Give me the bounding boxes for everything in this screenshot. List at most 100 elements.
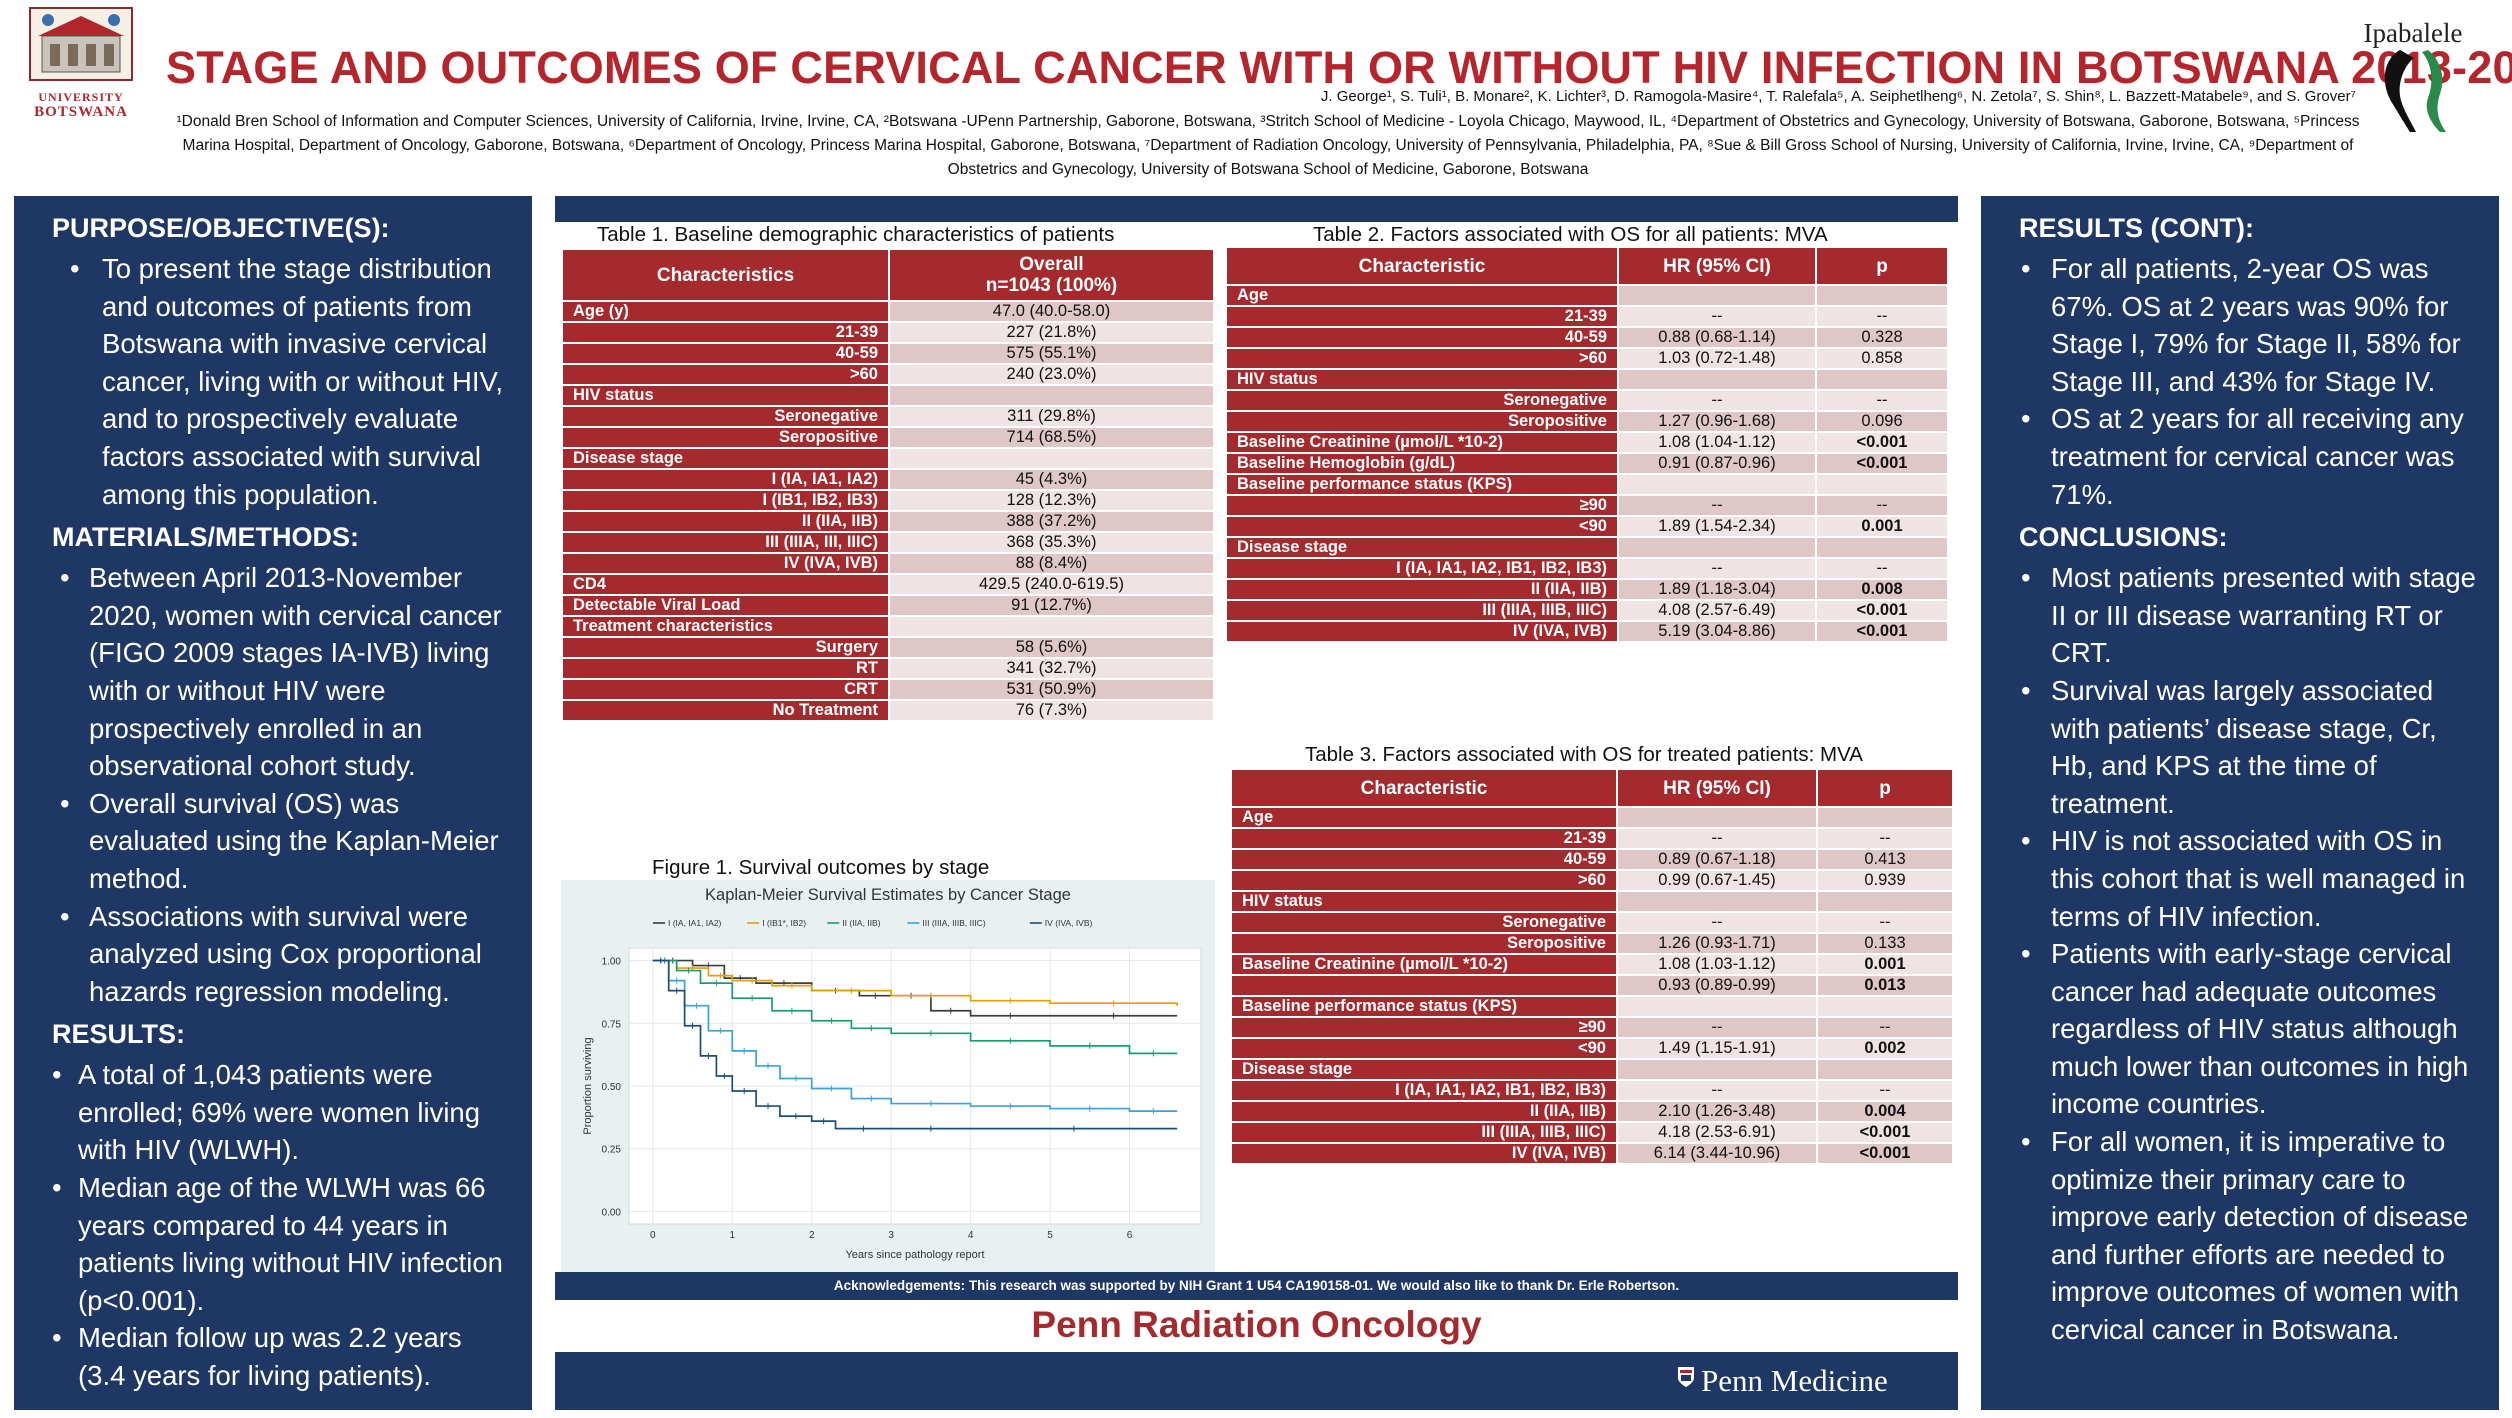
overall-value-cell: 128 (12.3%) (888, 490, 1215, 512)
table3-header-p: p (1816, 768, 1954, 808)
conclusions-list: Most patients presented with stage II or… (2001, 559, 2479, 1348)
row-label: Seropositive (1225, 411, 1619, 433)
table2-header-hr: HR (95% CI) (1617, 246, 1817, 286)
table-row: I (IA, IA1, IA2, IB1, IB2, IB3) -- -- (1230, 1080, 1954, 1102)
x-tick-label: 6 (1127, 1230, 1133, 1241)
table-row: IV (IVA, IVB) 6.14 (3.44-10.96) <0.001 (1230, 1143, 1954, 1165)
table-row: Age (y) 47.0 (40.0-58.0) (561, 301, 1215, 323)
university-name-line1: UNIVERSITY (38, 90, 124, 104)
hazard-ratio-cell: 0.88 (0.68-1.14) (1617, 327, 1817, 349)
row-label: 40-59 (1230, 849, 1618, 871)
overall-value-cell: 311 (29.8%) (888, 406, 1215, 428)
author-list: J. George¹, S. Tuli¹, B. Monare², K. Lic… (1320, 88, 2356, 105)
university-crest-icon (29, 7, 133, 81)
overall-value-cell: 341 (32.7%) (888, 658, 1215, 680)
university-of-botswana-logo: UNIVERSITY BOTSWANA (22, 6, 140, 124)
row-label: Seronegative (1225, 390, 1619, 412)
row-label (1230, 975, 1618, 997)
overall-value-cell: 91 (12.7%) (888, 595, 1215, 617)
conclusions-item: For all women, it is imperative to optim… (2001, 1123, 2479, 1349)
row-label: <90 (1225, 516, 1619, 538)
x-axis-label: Years since pathology report (845, 1249, 984, 1261)
p-value-cell: <0.001 (1815, 621, 1949, 643)
p-value-cell: 0.858 (1815, 348, 1949, 370)
overall-value-cell: 575 (55.1%) (888, 343, 1215, 365)
table2-os-all-patients: Characteristic HR (95% CI) p Age 21-39 -- -… (1225, 246, 1949, 643)
x-tick-label: 1 (729, 1230, 735, 1241)
p-value-cell: 0.001 (1816, 954, 1954, 976)
hazard-ratio-cell: 1.89 (1.54-2.34) (1617, 516, 1817, 538)
hazard-ratio-cell: 1.08 (1.03-1.12) (1616, 954, 1818, 976)
row-label: ≥90 (1225, 495, 1619, 517)
row-label: 40-59 (1225, 327, 1619, 349)
penn-radiation-oncology-text: Penn Radiation Oncology (1031, 1304, 1482, 1345)
ipabalele-logo-text: Ipabalele (2363, 18, 2463, 48)
row-label: II (IIA, IIB) (1225, 579, 1619, 601)
p-value-cell: 0.001 (1815, 516, 1949, 538)
row-label: >60 (1225, 348, 1619, 370)
hazard-ratio-cell: 2.10 (1.26-3.48) (1616, 1101, 1818, 1123)
row-label: 40-59 (561, 343, 890, 365)
table-row: 40-59 0.89 (0.67-1.18) 0.413 (1230, 849, 1954, 871)
hazard-ratio-cell: 0.89 (0.67-1.18) (1616, 849, 1818, 871)
table-row: Seronegative -- -- (1225, 390, 1949, 412)
row-label: Baseline Creatinine (µmol/L *10-2) (1225, 432, 1619, 454)
table-row: ≥90 -- -- (1230, 1017, 1954, 1039)
table-row: CRT 531 (50.9%) (561, 679, 1215, 701)
results-list: A total of 1,043 patients were enrolled;… (34, 1056, 512, 1394)
row-label: I (IA, IA1, IA2, IB1, IB2, IB3) (1230, 1080, 1618, 1102)
hazard-ratio-cell (1617, 285, 1817, 307)
hazard-ratio-cell: -- (1617, 558, 1817, 580)
table-row: Baseline Creatinine (µmol/L *10-2) 1.08 (… (1225, 432, 1949, 454)
conclusions-item: Most patients presented with stage II or… (2001, 559, 2479, 672)
left-panel: PURPOSE/OBJECTIVE(S): To present the sta… (14, 196, 532, 1410)
p-value-cell: -- (1815, 558, 1949, 580)
hazard-ratio-cell: 0.99 (0.67-1.45) (1616, 870, 1818, 892)
table1-header-overall-line1: Overall (1019, 254, 1084, 275)
table-row: Seronegative 311 (29.8%) (561, 406, 1215, 428)
hazard-ratio-cell (1616, 1059, 1818, 1081)
y-tick-label: 0.50 (602, 1082, 622, 1093)
p-value-cell: -- (1815, 495, 1949, 517)
p-value-cell (1816, 996, 1954, 1018)
row-label: No Treatment (561, 700, 890, 722)
row-label: Baseline performance status (KPS) (1225, 474, 1619, 496)
table-row: Seropositive 714 (68.5%) (561, 427, 1215, 449)
p-value-cell: -- (1816, 828, 1954, 850)
table-row: Disease stage (1230, 1059, 1954, 1081)
legend-label: I (IB1*, IB2) (762, 918, 806, 928)
row-label: Treatment characteristics (561, 616, 890, 638)
row-label: <90 (1230, 1038, 1618, 1060)
table-row: Seronegative -- -- (1230, 912, 1954, 934)
table-row: Age (1230, 807, 1954, 829)
table-row: >60 0.99 (0.67-1.45) 0.939 (1230, 870, 1954, 892)
p-value-cell: -- (1816, 912, 1954, 934)
hazard-ratio-cell: 1.27 (0.96-1.68) (1617, 411, 1817, 433)
table-row: Disease stage (1225, 537, 1949, 559)
row-label: Baseline performance status (KPS) (1230, 996, 1618, 1018)
row-label: 21-39 (561, 322, 890, 344)
p-value-cell (1816, 1059, 1954, 1081)
p-value-cell: 0.008 (1815, 579, 1949, 601)
row-label: CRT (561, 679, 890, 701)
table-row: RT 341 (32.7%) (561, 658, 1215, 680)
table-row: III (IIIA, IIIB, IIIC) 4.18 (2.53-6.91) <0… (1230, 1122, 1954, 1144)
hazard-ratio-cell: -- (1616, 1080, 1818, 1102)
table-row: II (IIA, IIB) 2.10 (1.26-3.48) 0.004 (1230, 1101, 1954, 1123)
table-row: IV (IVA, IVB) 88 (8.4%) (561, 553, 1215, 575)
row-label: >60 (1230, 870, 1618, 892)
hazard-ratio-cell: 0.93 (0.89-0.99) (1616, 975, 1818, 997)
table-row: Treatment characteristics (561, 616, 1215, 638)
row-label: III (IIIA, IIIB, IIIC) (1225, 600, 1619, 622)
hazard-ratio-cell: 4.08 (2.57-6.49) (1617, 600, 1817, 622)
y-tick-label: 0.75 (602, 1019, 622, 1030)
table3-os-treated-patients: Characteristic HR (95% CI) p Age 21-39 -- -… (1230, 768, 1954, 1165)
p-value-cell (1815, 285, 1949, 307)
hazard-ratio-cell: 1.08 (1.04-1.12) (1617, 432, 1817, 454)
ribbon-silhouette-icon (2384, 50, 2446, 132)
penn-medicine-bar: Penn Medicine (555, 1352, 1958, 1410)
table-row: I (IA, IA1, IA2, IB1, IB2, IB3) -- -- (1225, 558, 1949, 580)
conclusions-item: Patients with early-stage cervical cance… (2001, 935, 2479, 1123)
overall-value-cell: 368 (35.3%) (888, 532, 1215, 554)
table-row: 40-59 0.88 (0.68-1.14) 0.328 (1225, 327, 1949, 349)
